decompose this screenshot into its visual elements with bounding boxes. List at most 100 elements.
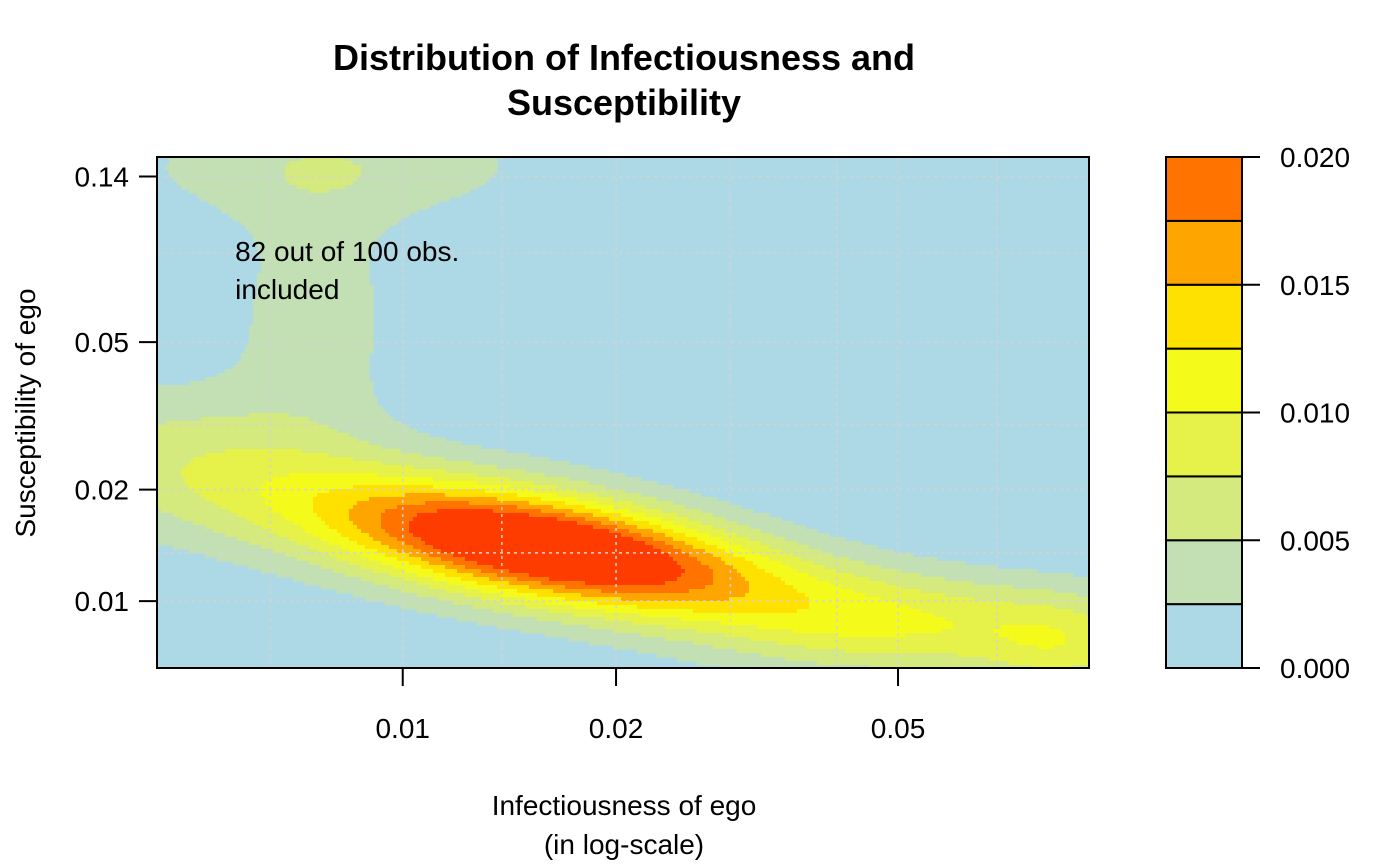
contour-cell [701, 561, 726, 566]
contour-cell [605, 617, 682, 622]
contour-cell [569, 477, 642, 482]
contour-cell [361, 165, 498, 170]
contour-cell [757, 565, 790, 570]
contour-cell [233, 365, 370, 370]
contour-cell [921, 589, 1054, 594]
contour-cell [381, 541, 406, 546]
contour-cell [605, 609, 694, 614]
contour-cell [989, 657, 1089, 662]
contour-cell [289, 161, 354, 166]
contour-cell [1037, 645, 1054, 650]
contour-cell [713, 553, 734, 558]
contour-cell [417, 581, 450, 586]
contour-cell [741, 545, 770, 550]
contour-cell [257, 285, 374, 290]
contour-cell [465, 557, 674, 562]
contour-cell [417, 573, 446, 578]
legend-swatch [1165, 283, 1243, 350]
contour-cell [497, 497, 542, 502]
contour-cell [733, 565, 758, 570]
contour-cell [749, 585, 794, 590]
contour-cell [353, 457, 446, 462]
contour-cell [365, 597, 438, 602]
contour-cell [261, 253, 370, 258]
contour-cell [681, 549, 706, 554]
contour-cell [673, 537, 698, 542]
contour-cell [321, 537, 350, 542]
contour-cell [381, 461, 474, 466]
contour-cell [645, 513, 678, 518]
contour-fills [157, 157, 1089, 668]
contour-cell [273, 509, 314, 514]
contour-cell [1001, 625, 1050, 630]
contour-cell [705, 541, 734, 546]
contour-cell [493, 509, 542, 514]
contour-cell [281, 513, 318, 518]
legend-swatch [1165, 156, 1243, 222]
contour-cell [157, 429, 338, 434]
contour-cell [185, 477, 274, 482]
contour-cell [373, 569, 406, 574]
contour-cell [349, 537, 374, 542]
contour-cell [169, 169, 286, 174]
contour-cell [157, 513, 174, 518]
contour-cell [445, 457, 550, 462]
contour-cell [645, 541, 666, 546]
contour-cell [157, 537, 238, 542]
contour-cell [561, 621, 634, 626]
contour-cell [713, 577, 746, 582]
contour-cell [713, 569, 738, 574]
contour-cell [353, 485, 434, 490]
contour-cell [337, 529, 362, 534]
contour-cell [157, 497, 206, 502]
contour-cell [345, 573, 390, 578]
contour-cell [729, 597, 810, 602]
contour-cell [537, 617, 606, 622]
contour-cell [261, 269, 370, 274]
contour-cell [181, 473, 290, 478]
contour-cell [337, 429, 418, 434]
x-axis-label-line-1: Infectiousness of ego [492, 790, 757, 821]
contour-cell [593, 513, 622, 518]
contour-cell [381, 517, 414, 522]
contour-cell [273, 549, 318, 554]
contour-cell [825, 565, 882, 570]
contour-cell [481, 569, 510, 574]
contour-cell [1033, 665, 1074, 668]
contour-cell [169, 157, 302, 162]
contour-cell [409, 553, 430, 558]
contour-cell [437, 597, 482, 602]
contour-cell [421, 565, 446, 570]
legend-tick-label: 0.020 [1280, 142, 1350, 173]
contour-cell [297, 541, 330, 546]
contour-cell [445, 573, 474, 578]
contour-cell [525, 605, 574, 610]
contour-cell [237, 513, 282, 518]
contour-cell [409, 561, 430, 566]
contour-cell [381, 513, 418, 518]
contour-cell [461, 577, 490, 582]
chart-title-line-2: Susceptibility [507, 82, 741, 123]
contour-cell [641, 613, 934, 618]
contour-cell [513, 613, 574, 618]
contour-cell [705, 549, 726, 554]
contour-cell [313, 505, 354, 510]
contour-cell [545, 633, 642, 638]
contour-cell [313, 533, 342, 538]
contour-cell [865, 561, 966, 566]
contour-cell [497, 625, 590, 630]
contour-cell [157, 401, 378, 406]
contour-cell [705, 585, 750, 590]
contour-cell [245, 349, 374, 354]
contour-cell [685, 525, 714, 530]
contour-cell [473, 605, 526, 610]
contour-cell [677, 657, 786, 662]
contour-cell [413, 517, 558, 522]
contour-cell [529, 573, 682, 578]
color-legend: 0.000 0.005 0.010 0.015 0.020 [1165, 142, 1350, 684]
contour-cell [253, 237, 378, 242]
contour-cell [477, 581, 510, 586]
contour-cell [649, 521, 674, 526]
contour-cell [1085, 613, 1089, 618]
contour-cell [221, 505, 270, 510]
